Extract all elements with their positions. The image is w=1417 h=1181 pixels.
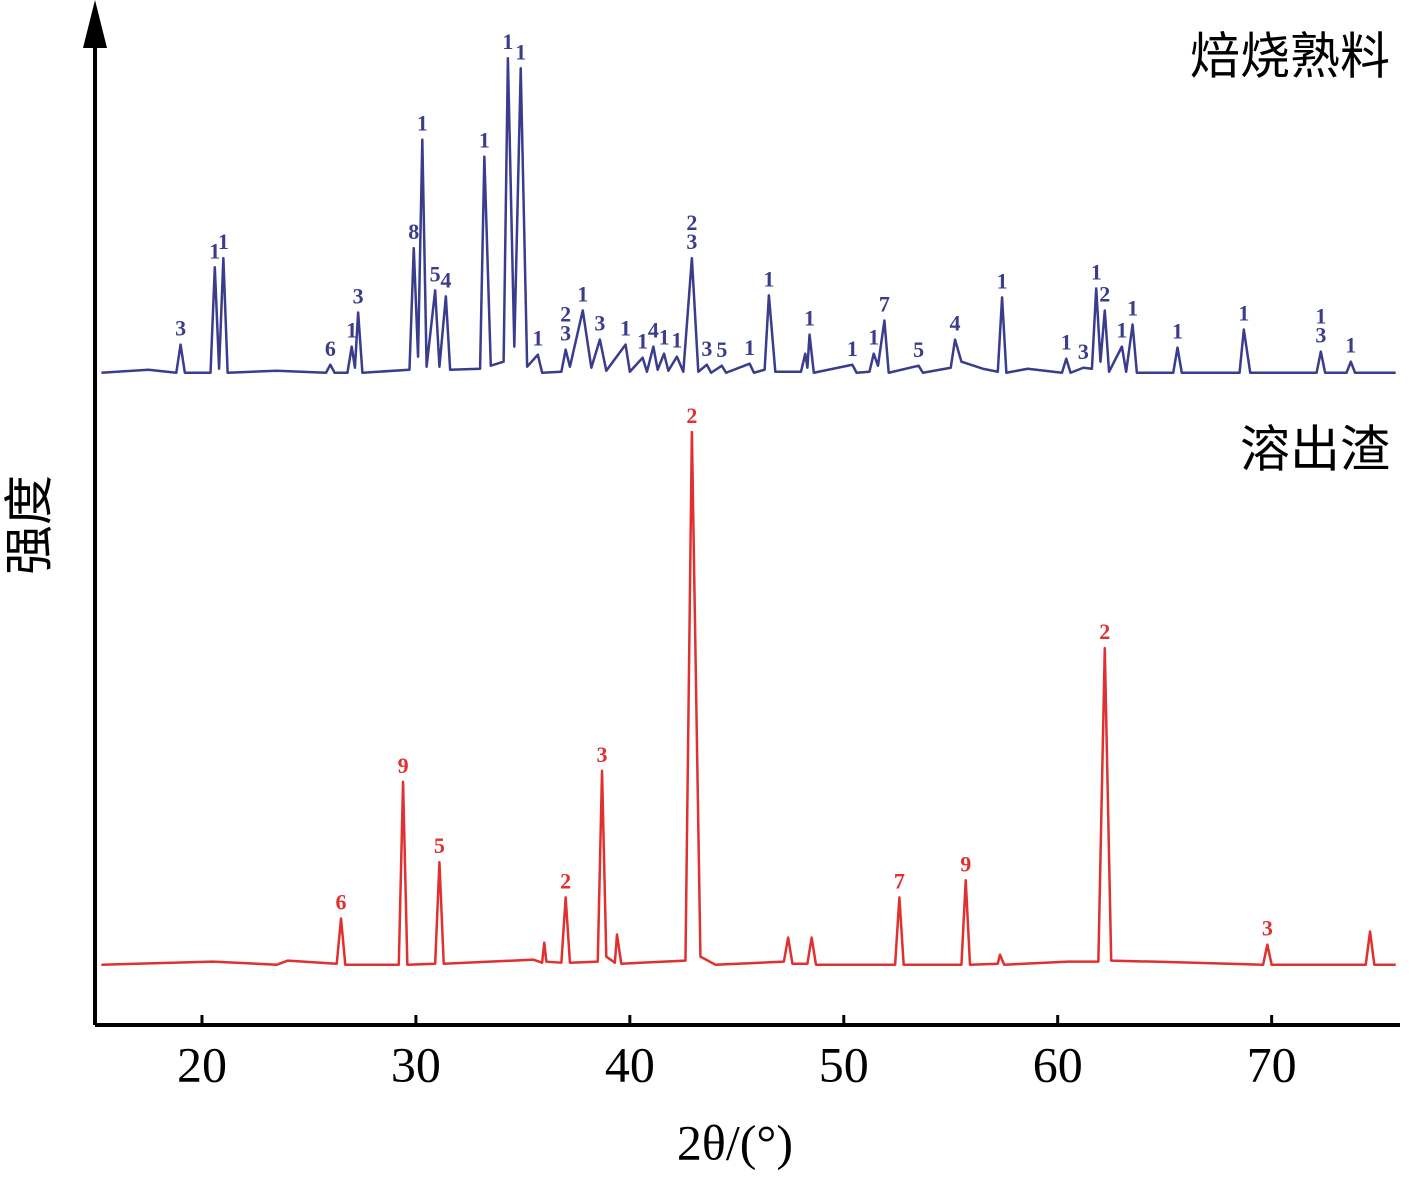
peak-label: 3 [560,321,571,346]
peak-label: 1 [515,39,526,64]
peak-label: 1 [997,268,1008,293]
x-tick-label: 50 [819,1036,869,1092]
peak-label: 9 [960,851,971,876]
series-name: 溶出渣 [1240,421,1390,477]
peak-label: 1 [502,29,513,54]
peak-label: 1 [659,325,670,350]
peak-label: 3 [597,742,608,767]
peak-label: 3 [175,316,186,341]
peak-label: 7 [894,868,905,893]
x-axis-label: 2θ/(°) [677,1114,793,1170]
peak-label: 7 [879,292,890,317]
peak-label: 1 [620,316,631,341]
peak-label: 1 [346,318,357,343]
peak-label: 3 [701,336,712,361]
peak-label: 9 [398,753,409,778]
peak-label: 1 [637,329,648,354]
peak-label: 1 [1315,304,1326,329]
peak-label: 5 [434,833,445,858]
peak-label: 1 [671,328,682,353]
peak-label: 3 [1262,916,1273,941]
peak-label: 3 [594,311,605,336]
series-line [101,56,1396,375]
peak-label: 6 [325,336,336,361]
peak-label: 2 [560,868,571,893]
peak-label: 5 [716,337,727,362]
peak-label: 1 [744,335,755,360]
peak-label: 1 [1172,319,1183,344]
peak-label: 2 [686,403,697,428]
peak-label: 1 [1127,296,1138,321]
series-name: 焙烧熟料 [1190,28,1390,84]
peak-label: 3 [1315,323,1326,348]
peak-label: 1 [209,238,220,263]
peak-label: 1 [1061,330,1072,355]
y-axis-label: 强度 [1,475,57,575]
peak-label: 1 [868,325,879,350]
peak-label: 1 [1091,259,1102,284]
peak-label: 1 [847,336,858,361]
peak-label: 1 [763,266,774,291]
x-tick-label: 20 [177,1036,227,1092]
x-tick-label: 60 [1033,1036,1083,1092]
peak-label: 1 [1116,318,1127,343]
series-line [101,430,1396,966]
peak-label: 1 [577,281,588,306]
peak-label: 2 [686,210,697,235]
peak-label: 6 [336,890,347,915]
peak-label: 8 [408,219,419,244]
peak-label: 1 [804,306,815,331]
peak-label: 2 [1099,281,1110,306]
peak-label: 1 [1238,301,1249,326]
peak-label: 3 [1078,339,1089,364]
peak-label: 5 [913,337,924,362]
peak-label: 3 [353,284,364,309]
peak-label: 2 [1099,619,1110,644]
x-tick-label: 40 [605,1036,655,1092]
peak-label: 1 [479,128,490,153]
x-tick-label: 30 [391,1036,441,1092]
peak-label: 1 [218,229,229,254]
peak-label: 4 [648,318,659,343]
peak-label: 1 [417,111,428,136]
peak-label: 5 [430,261,441,286]
peak-label: 2 [560,302,571,327]
y-axis-arrow [83,0,107,48]
peak-label: 1 [1345,333,1356,358]
peak-label: 4 [950,311,961,336]
peak-label: 4 [440,267,451,292]
x-tick-label: 70 [1247,1036,1297,1092]
peak-label: 1 [532,326,543,351]
peak-label: 3 [686,229,697,254]
